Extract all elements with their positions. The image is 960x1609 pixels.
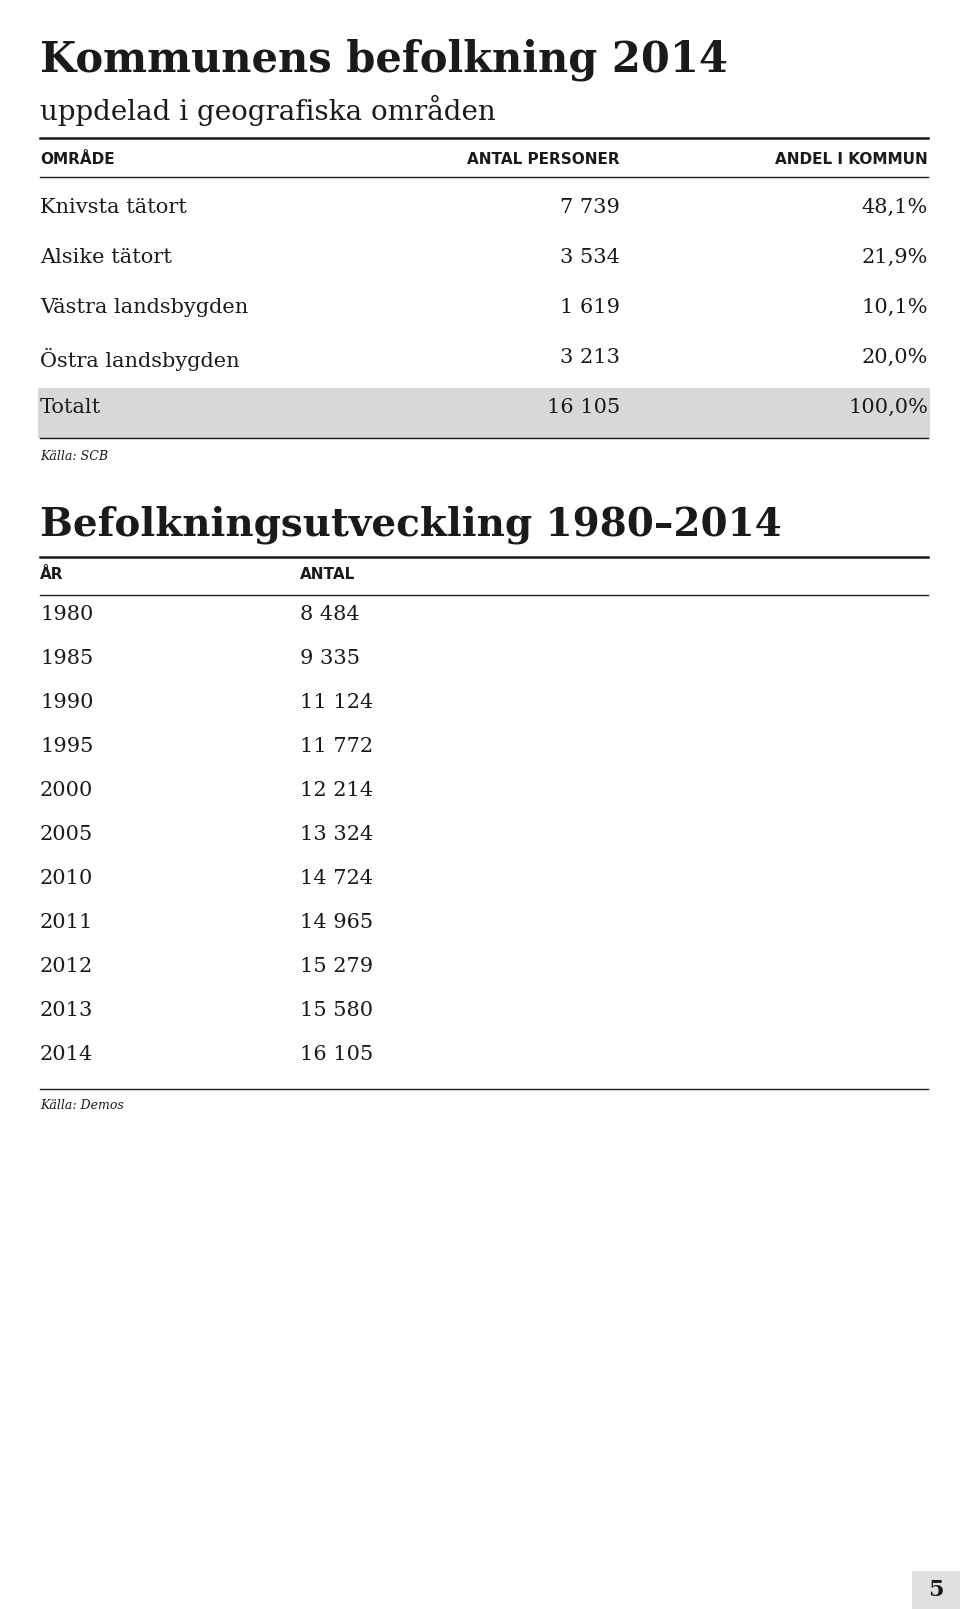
Text: 12 214: 12 214	[300, 780, 373, 800]
Bar	[38, 388, 930, 438]
Text: ANDEL I KOMMUN: ANDEL I KOMMUN	[776, 151, 928, 167]
Text: 100,0%: 100,0%	[848, 397, 928, 417]
Text: 14 965: 14 965	[300, 912, 373, 932]
Text: Alsike tätort: Alsike tätort	[40, 248, 172, 267]
Text: 2012: 2012	[40, 957, 93, 977]
Text: 8 484: 8 484	[300, 605, 360, 624]
Text: Totalt: Totalt	[40, 397, 101, 417]
Text: ANTAL PERSONER: ANTAL PERSONER	[468, 151, 620, 167]
Text: 16 105: 16 105	[300, 1044, 373, 1064]
Text: 2014: 2014	[40, 1044, 93, 1064]
Text: 11 772: 11 772	[300, 737, 373, 756]
Text: uppdelad i geografiska områden: uppdelad i geografiska områden	[40, 95, 495, 126]
Text: ANTAL: ANTAL	[300, 566, 355, 582]
Text: 1995: 1995	[40, 737, 93, 756]
Text: 3 213: 3 213	[560, 348, 620, 367]
Text: 21,9%: 21,9%	[862, 248, 928, 267]
Text: 3 534: 3 534	[560, 248, 620, 267]
Text: Knivsta tätort: Knivsta tätort	[40, 198, 187, 217]
Text: 15 279: 15 279	[300, 957, 373, 977]
Text: 5: 5	[928, 1578, 944, 1601]
Text: 14 724: 14 724	[300, 869, 373, 888]
Text: 1990: 1990	[40, 693, 93, 713]
Text: OMRÅDE: OMRÅDE	[40, 151, 114, 167]
Text: Östra landsbygden: Östra landsbygden	[40, 348, 240, 372]
Text: Västra landsbygden: Västra landsbygden	[40, 298, 249, 317]
Text: 11 124: 11 124	[300, 693, 373, 713]
Text: 2010: 2010	[40, 869, 93, 888]
Text: 7 739: 7 739	[560, 198, 620, 217]
Text: 1 619: 1 619	[560, 298, 620, 317]
Text: 2011: 2011	[40, 912, 93, 932]
Text: 15 580: 15 580	[300, 1001, 373, 1020]
Text: 2013: 2013	[40, 1001, 93, 1020]
Bar	[912, 1570, 960, 1609]
Text: 20,0%: 20,0%	[862, 348, 928, 367]
Text: Befolkningsutveckling 1980–2014: Befolkningsutveckling 1980–2014	[40, 505, 781, 544]
Text: Källa: Demos: Källa: Demos	[40, 1099, 124, 1112]
Text: 13 324: 13 324	[300, 825, 373, 845]
Text: 1980: 1980	[40, 605, 93, 624]
Text: 1985: 1985	[40, 648, 93, 668]
Text: Källa: SCB: Källa: SCB	[40, 451, 108, 463]
Text: 2005: 2005	[40, 825, 93, 845]
Text: ÅR: ÅR	[40, 566, 63, 582]
Text: Kommunens befolkning 2014: Kommunens befolkning 2014	[40, 39, 728, 80]
Text: 10,1%: 10,1%	[861, 298, 928, 317]
Text: 9 335: 9 335	[300, 648, 360, 668]
Text: 48,1%: 48,1%	[862, 198, 928, 217]
Text: 16 105: 16 105	[547, 397, 620, 417]
Text: 2000: 2000	[40, 780, 93, 800]
